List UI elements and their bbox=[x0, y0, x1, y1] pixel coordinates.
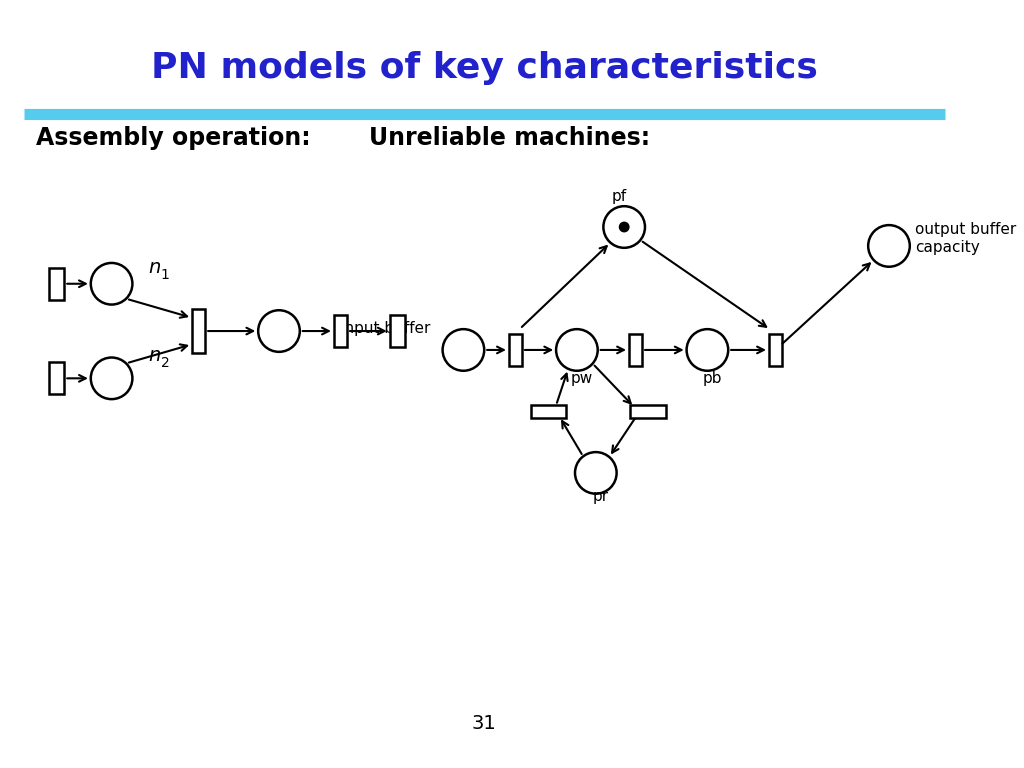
Text: pw: pw bbox=[570, 371, 593, 386]
Text: Input buffer: Input buffer bbox=[340, 321, 430, 336]
Bar bbox=[334, 315, 347, 347]
Text: Assembly operation:: Assembly operation: bbox=[36, 126, 310, 150]
Bar bbox=[530, 405, 566, 418]
Text: n: n bbox=[148, 258, 161, 277]
Text: Unreliable machines:: Unreliable machines: bbox=[369, 126, 650, 150]
Text: pr: pr bbox=[593, 489, 608, 505]
Bar bbox=[629, 334, 642, 366]
Text: pb: pb bbox=[702, 371, 722, 386]
Text: n: n bbox=[148, 346, 161, 365]
Bar bbox=[49, 268, 65, 300]
Text: output buffer
capacity: output buffer capacity bbox=[915, 222, 1017, 254]
Text: 31: 31 bbox=[472, 714, 497, 733]
Bar bbox=[509, 334, 522, 366]
Bar bbox=[630, 405, 666, 418]
Text: pf: pf bbox=[612, 188, 627, 204]
Circle shape bbox=[620, 222, 629, 232]
Text: 2: 2 bbox=[161, 356, 170, 370]
Text: PN models of key characteristics: PN models of key characteristics bbox=[151, 51, 817, 85]
Bar bbox=[191, 310, 205, 353]
Bar bbox=[49, 362, 65, 395]
Bar bbox=[769, 334, 782, 366]
Bar bbox=[390, 315, 404, 347]
Text: 1: 1 bbox=[161, 268, 170, 282]
